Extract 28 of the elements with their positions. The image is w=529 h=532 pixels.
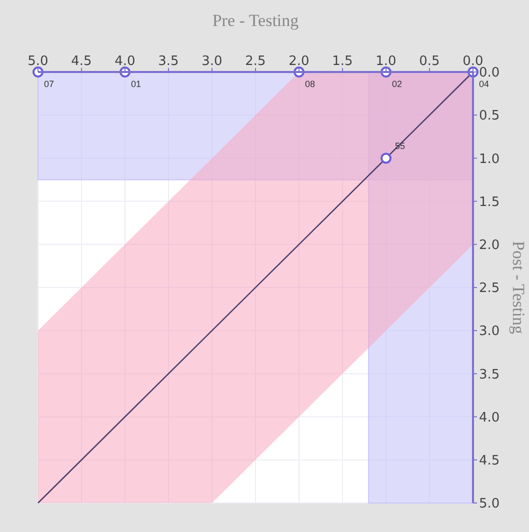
y-tick-label: 0.0 <box>479 66 500 81</box>
y-tick-label: 4.5 <box>479 453 500 468</box>
x-tick-label: 3.5 <box>158 54 179 69</box>
y-tick-label: 3.0 <box>479 324 500 340</box>
annotation: 08 <box>305 79 316 89</box>
y-tick-label: 4.0 <box>479 410 500 426</box>
x-tick-label: 1.5 <box>332 54 353 69</box>
y-tick-label: 2.0 <box>479 238 500 253</box>
x-tick-label: 1.0 <box>376 54 396 69</box>
y-tick-label: 3.5 <box>479 367 500 382</box>
annotation: 07 <box>44 79 54 89</box>
y-tick-label: 1.0 <box>479 152 500 167</box>
y-axis-title: Post - Testing <box>509 241 528 334</box>
x-tick-label: 5.0 <box>28 54 48 69</box>
x-tick-label: 4.5 <box>71 54 92 69</box>
annotation: 04 <box>479 79 490 89</box>
y-tick-label: 0.5 <box>479 108 500 124</box>
x-tick-label: 2.5 <box>245 54 266 69</box>
y-tick-label: 1.5 <box>479 194 500 210</box>
annotation: 01 <box>131 79 142 89</box>
x-tick-label: 2.0 <box>288 54 310 69</box>
x-axis-title: Pre - Testing <box>212 11 300 30</box>
y-tick-label: 2.5 <box>479 281 500 296</box>
x-tick-label: 4.0 <box>114 54 136 69</box>
x-tick-label: 3.0 <box>202 54 222 69</box>
x-tick-label: 0.5 <box>419 54 440 69</box>
annotation: 02 <box>392 79 402 89</box>
y-tick-label: 5.0 <box>479 496 500 512</box>
